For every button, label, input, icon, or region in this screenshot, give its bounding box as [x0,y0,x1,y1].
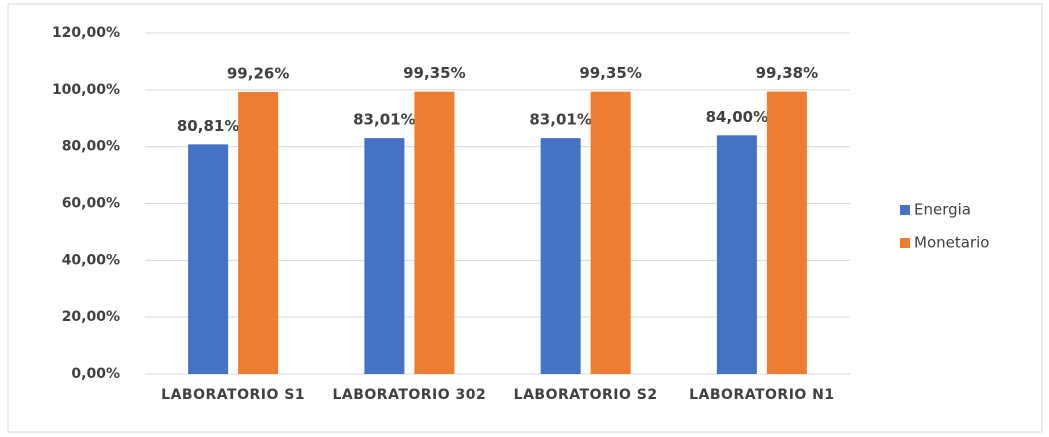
data-label: 80,81% [177,117,239,135]
data-label: 99,35% [579,64,641,82]
bar [590,91,631,374]
y-tick-label: 20,00% [62,309,120,325]
bar [766,91,807,375]
y-tick-label: 0,00% [71,366,120,382]
legend-label: Energia [914,201,971,219]
data-label: 84,00% [706,108,768,126]
bar [364,138,405,374]
x-tick-label: LABORATORIO S2 [513,387,658,403]
y-tick-label: 80,00% [62,139,120,155]
y-tick-label: 100,00% [52,82,120,98]
bar [414,91,455,374]
legend-swatch [900,205,910,215]
legend-label: Monetario [914,234,989,252]
bar [540,138,581,374]
y-tick-label: 120,00% [52,25,120,41]
data-label: 83,01% [529,111,591,129]
y-tick-label: 40,00% [62,252,120,268]
bar [188,144,229,374]
x-tick-label: LABORATORIO S1 [161,387,306,403]
data-label: 99,38% [756,64,818,82]
chart-border [7,3,1043,433]
legend-swatch [900,238,910,248]
bar [238,91,279,375]
x-tick-label: LABORATORIO 302 [332,387,487,403]
data-label: 99,26% [227,64,289,82]
y-tick-label: 60,00% [62,196,120,212]
x-tick-label: LABORATORIO N1 [689,387,835,403]
data-label: 99,35% [403,64,465,82]
data-label: 83,01% [353,111,415,129]
bar [716,135,757,374]
